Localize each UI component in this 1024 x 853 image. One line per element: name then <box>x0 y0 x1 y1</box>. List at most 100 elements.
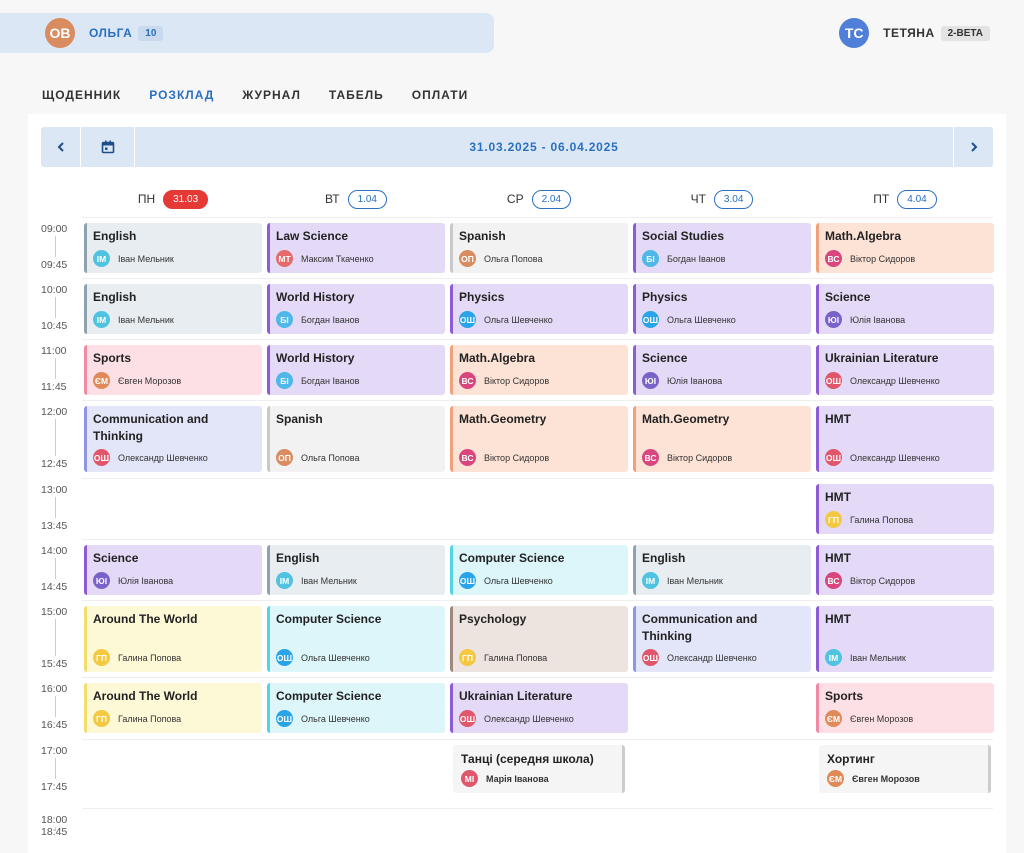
lesson-card[interactable]: НМТ ІМ Іван Мельник <box>816 606 994 672</box>
lesson-teacher: ВС Віктор Сидоров <box>459 372 549 389</box>
teacher-avatar: ОШ <box>825 449 842 466</box>
prev-week-button[interactable] <box>41 127 81 167</box>
lesson-card[interactable]: Science ЮІ Юлія Іванова <box>633 345 811 395</box>
lesson-teacher: ІМ Іван Мельник <box>93 311 174 328</box>
lesson-card[interactable]: Sports ЄМ Євген Морозов <box>816 683 994 733</box>
teacher-avatar: МІ <box>461 770 478 787</box>
lesson-title: НМТ <box>825 490 851 504</box>
lesson-card[interactable]: Science ЮІ Юлія Іванова <box>816 284 994 334</box>
teacher-name: Іван Мельник <box>118 253 174 264</box>
slot-time-tick <box>55 827 56 831</box>
teacher-name: Юлія Іванова <box>667 375 723 386</box>
lesson-card[interactable]: Spanish ОП Ольга Попова <box>450 223 628 273</box>
lesson-card[interactable]: Communication and Thinking ОШ Олександр Ше… <box>633 606 811 672</box>
day-label: СР <box>506 192 524 206</box>
activity-title: Танці (середня школа) <box>461 752 594 766</box>
calendar-picker-button[interactable] <box>81 127 135 167</box>
extracurricular-card[interactable]: Танці (середня школа) МІ Марія Іванова <box>453 745 625 793</box>
day-label: ЧТ <box>690 192 706 206</box>
lesson-card[interactable]: Science ЮІ Юлія Іванова <box>84 545 262 595</box>
lesson-title: НМТ <box>825 612 851 626</box>
slot-time-tick <box>55 497 56 518</box>
lesson-teacher: ВС Віктор Сидоров <box>825 572 915 589</box>
teacher-avatar: ІМ <box>276 572 293 589</box>
lesson-teacher: ОШ Ольга Шевченко <box>459 572 553 589</box>
lesson-card[interactable]: Physics ОШ Ольга Шевченко <box>450 284 628 334</box>
lesson-teacher: ОШ Ольга Шевченко <box>276 649 370 666</box>
tab-item[interactable]: РОЗКЛАД <box>135 79 229 116</box>
lesson-card[interactable]: Ukrainian Literature ОШ Олександр Шевченко <box>816 345 994 395</box>
lesson-card[interactable]: Physics ОШ Ольга Шевченко <box>633 284 811 334</box>
lesson-card[interactable]: Social Studies БІ Богдан Іванов <box>633 223 811 273</box>
lesson-card[interactable]: Computer Science ОШ Ольга Шевченко <box>267 683 445 733</box>
slot-start-time: 18:00 <box>41 814 68 826</box>
student-switcher[interactable]: ОВ ОЛЬГА 10 <box>0 13 494 53</box>
lesson-card[interactable]: Psychology ГП Галина Попова <box>450 606 628 672</box>
teacher-avatar: ОШ <box>459 311 476 328</box>
tab-item[interactable]: ОПЛАТИ <box>411 88 469 102</box>
activity-teacher: МІ Марія Іванова <box>461 770 549 787</box>
teacher-name: Ольга Попова <box>301 452 360 463</box>
lesson-card[interactable]: Sports ЄМ Євген Морозов <box>84 345 262 395</box>
lesson-card[interactable]: Communication and Thinking ОШ Олександр Ше… <box>84 406 262 472</box>
lesson-title: Spanish <box>459 229 506 243</box>
lesson-card[interactable]: World History БІ Богдан Іванов <box>267 284 445 334</box>
lesson-teacher: ОШ Олександр Шевченко <box>825 372 940 389</box>
lesson-teacher: БІ Богдан Іванов <box>276 372 359 389</box>
lesson-card[interactable]: World History БІ Богдан Іванов <box>267 345 445 395</box>
lesson-card[interactable]: Around The World ГП Галина Попова <box>84 606 262 672</box>
lesson-card[interactable]: Law Science МТ Максим Ткаченко <box>267 223 445 273</box>
teacher-name: Віктор Сидоров <box>667 452 733 463</box>
extracurricular-card[interactable]: Хортинг ЄМ Євген Морозов <box>819 745 991 793</box>
lesson-card[interactable]: English ІМ Іван Мельник <box>633 545 811 595</box>
lesson-title: Sports <box>93 351 132 365</box>
lesson-card[interactable]: Math.Geometry ВС Віктор Сидоров <box>633 406 811 472</box>
slot-divider <box>82 400 993 401</box>
lesson-teacher: БІ Богдан Іванов <box>642 250 725 267</box>
day-header[interactable]: ПН 31.03 <box>84 188 262 210</box>
tab-item[interactable]: ТАБЕЛЬ <box>328 88 384 102</box>
lesson-teacher: ГП Галина Попова <box>93 649 181 666</box>
slot-start-time: 13:00 <box>41 484 68 496</box>
lesson-card[interactable]: English ІМ Іван Мельник <box>267 545 445 595</box>
lesson-card[interactable]: НМТ ВС Віктор Сидоров <box>816 545 994 595</box>
lesson-card[interactable]: Spanish ОП Ольга Попова <box>267 406 445 472</box>
day-header[interactable]: ЧТ 3.04 <box>633 188 811 210</box>
lesson-title: Science <box>825 290 871 304</box>
lesson-title: Communication and Thinking <box>642 612 758 643</box>
lesson-card[interactable]: Math.Geometry ВС Віктор Сидоров <box>450 406 628 472</box>
teacher-menu[interactable]: ТС ТЕТЯНА 2-BETA <box>839 18 990 48</box>
teacher-avatar: ГП <box>825 511 842 528</box>
slot-end-time: 16:45 <box>41 719 68 731</box>
lesson-card[interactable]: Math.Algebra ВС Віктор Сидоров <box>450 345 628 395</box>
lesson-card[interactable]: English ІМ Іван Мельник <box>84 223 262 273</box>
lesson-card[interactable]: Around The World ГП Галина Попова <box>84 683 262 733</box>
lesson-card[interactable]: Computer Science ОШ Ольга Шевченко <box>450 545 628 595</box>
lesson-card[interactable]: Ukrainian Literature ОШ Олександр Шевченко <box>450 683 628 733</box>
teacher-avatar: ОШ <box>276 649 293 666</box>
tab-item[interactable]: ЖУРНАЛ <box>242 88 301 102</box>
slot-time-tick <box>55 419 56 456</box>
day-header[interactable]: СР 2.04 <box>450 188 628 210</box>
teacher-avatar: ГП <box>459 649 476 666</box>
lesson-card[interactable]: Math.Algebra ВС Віктор Сидоров <box>816 223 994 273</box>
teacher-avatar: БІ <box>642 250 659 267</box>
lesson-title: World History <box>276 351 355 365</box>
lesson-card[interactable]: English ІМ Іван Мельник <box>84 284 262 334</box>
lesson-title: Computer Science <box>459 551 565 565</box>
lesson-title: Communication and Thinking <box>93 412 209 443</box>
slot-start-time: 15:00 <box>41 606 68 618</box>
next-week-button[interactable] <box>953 127 993 167</box>
lesson-card[interactable]: НМТ ОШ Олександр Шевченко <box>816 406 994 472</box>
teacher-name: Іван Мельник <box>850 652 906 663</box>
tab-item[interactable]: ЩОДЕННИК <box>42 88 122 102</box>
lesson-teacher: ІМ Іван Мельник <box>276 572 357 589</box>
lesson-card[interactable]: НМТ ГП Галина Попова <box>816 484 994 534</box>
day-header[interactable]: ВТ 1.04 <box>267 188 445 210</box>
lesson-card[interactable]: Computer Science ОШ Ольга Шевченко <box>267 606 445 672</box>
day-header[interactable]: ПТ 4.04 <box>816 188 994 210</box>
slot-divider <box>82 677 993 678</box>
slot-end-time: 18:45 <box>41 826 68 838</box>
slot-end-time: 12:45 <box>41 458 68 470</box>
day-date-badge: 3.04 <box>713 189 754 209</box>
